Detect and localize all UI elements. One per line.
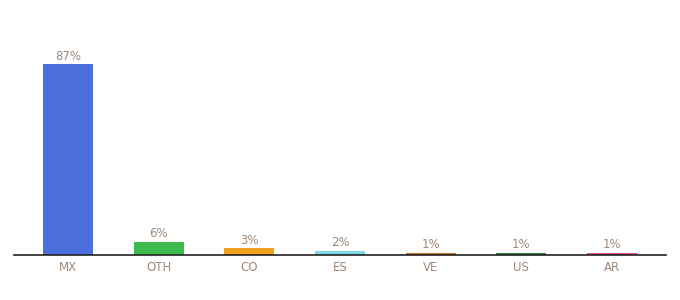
Bar [406,253,456,255]
Text: 3%: 3% [240,234,258,247]
Bar [134,242,184,255]
Text: 6%: 6% [150,227,168,240]
Bar [496,253,546,255]
Text: 87%: 87% [55,50,81,63]
Bar [587,253,637,255]
Bar [315,250,365,255]
Text: 1%: 1% [422,238,440,251]
Text: 1%: 1% [602,238,622,251]
Bar [224,248,274,255]
Text: 1%: 1% [512,238,530,251]
Text: 2%: 2% [330,236,350,249]
Bar [43,64,93,255]
